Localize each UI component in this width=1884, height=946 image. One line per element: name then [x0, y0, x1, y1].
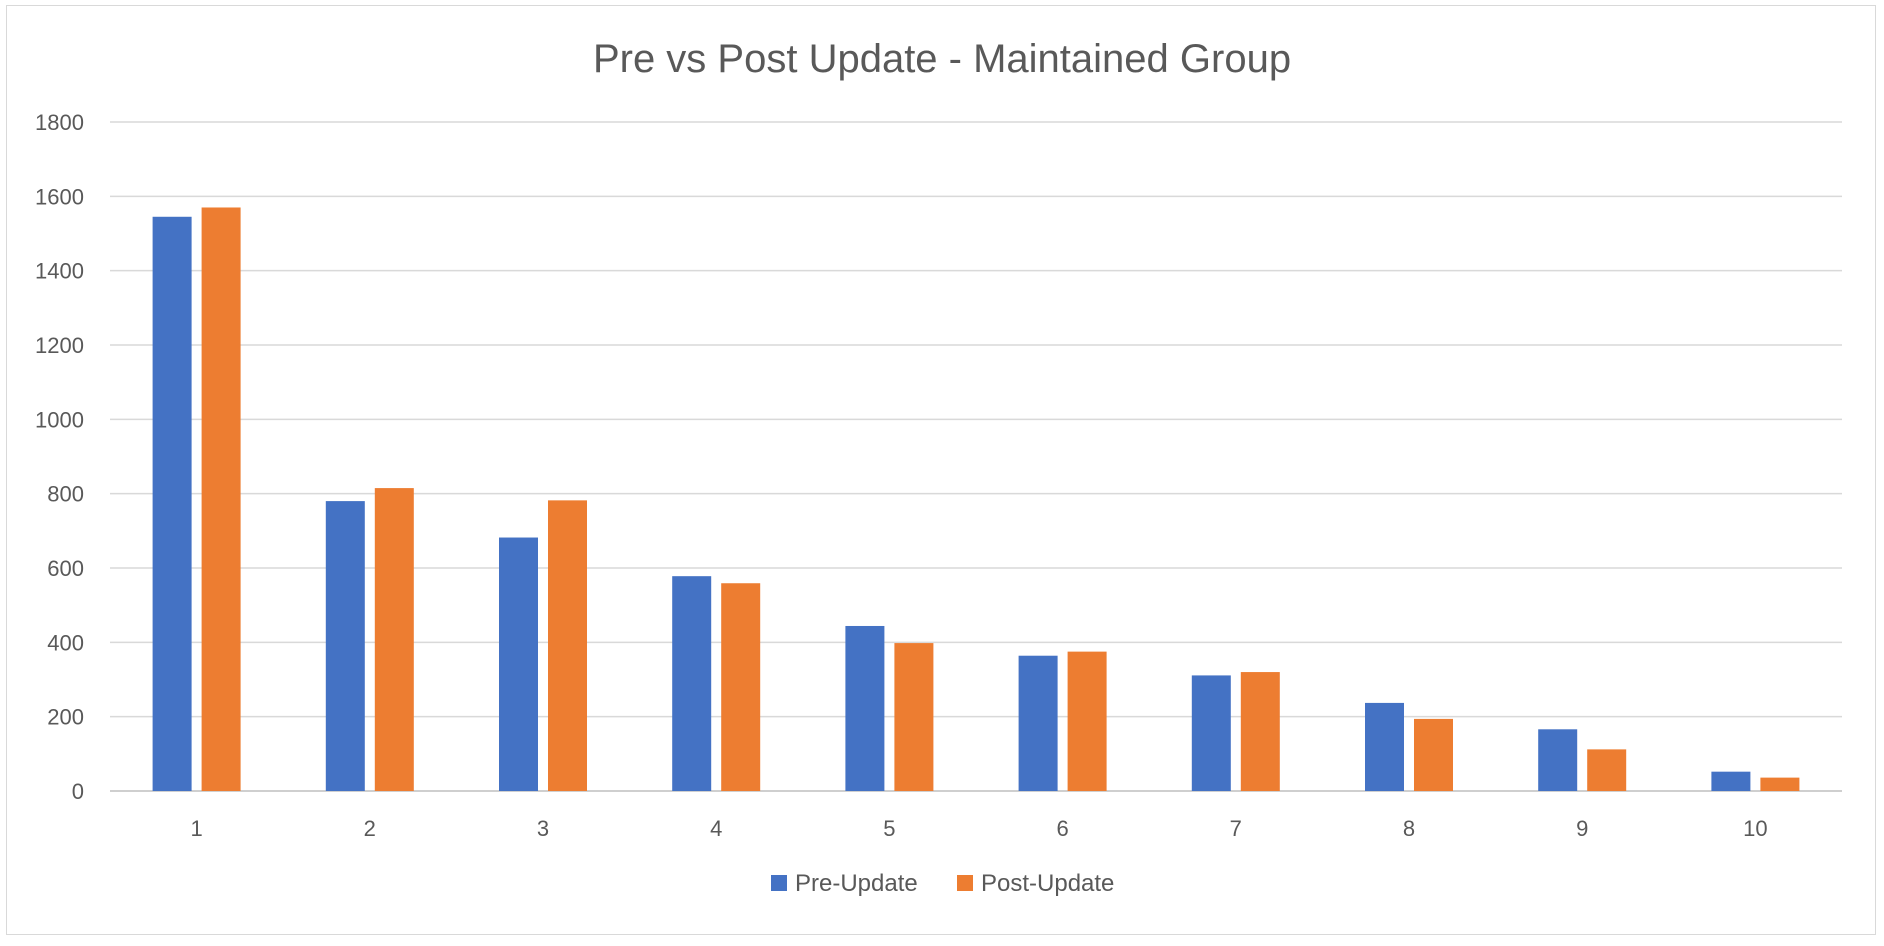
bar-post-update-8: [1414, 718, 1453, 791]
y-tick-label: 1400: [35, 259, 84, 284]
chart-title: Pre vs Post Update - Maintained Group: [593, 37, 1291, 81]
y-tick-label: 600: [47, 556, 84, 581]
gridlines: [110, 121, 1842, 792]
bar-post-update-4: [721, 583, 761, 791]
x-tick-label: 8: [1403, 816, 1415, 841]
bar-pre-update-5: [845, 625, 885, 791]
x-tick-label: 1: [190, 816, 202, 841]
y-tick-label: 1200: [35, 333, 84, 358]
bar-post-update-6: [1067, 651, 1107, 791]
y-tick-label: 200: [47, 705, 84, 730]
bar-pre-update-6: [1018, 655, 1058, 791]
legend: Pre-Update Post-Update: [771, 870, 1114, 897]
x-tick-label: 3: [537, 816, 549, 841]
bar-post-update-9: [1587, 749, 1627, 791]
x-tick-label: 6: [1056, 816, 1068, 841]
legend-swatch-post-update: [957, 875, 973, 891]
bar-pre-update-2: [325, 501, 365, 791]
x-tick-label: 4: [710, 816, 722, 841]
y-axis-ticks: 0 200 400 600 800 1000 1200 1400 1600 1800: [35, 110, 84, 804]
bar-pre-update-8: [1365, 702, 1404, 791]
y-tick-label: 0: [72, 779, 84, 804]
bar-post-update-1: [201, 207, 241, 791]
x-axis-ticks: 1 2 3 4 5 6 7 8 9 10: [190, 816, 1767, 841]
y-tick-label: 1800: [35, 110, 84, 135]
bar-pre-update-1: [152, 216, 192, 791]
x-tick-label: 7: [1230, 816, 1242, 841]
bar-post-update-3: [548, 500, 587, 791]
x-tick-label: 5: [883, 816, 895, 841]
bar-pre-update-9: [1538, 729, 1578, 791]
bar-post-update-2: [374, 488, 414, 791]
bar-pre-update-3: [499, 537, 538, 791]
bar-pre-update-7: [1191, 675, 1231, 791]
y-tick-label: 400: [47, 630, 84, 655]
x-tick-label: 10: [1743, 816, 1767, 841]
bar-pre-update-10: [1711, 771, 1751, 791]
bar-post-update-10: [1760, 777, 1800, 791]
legend-label: Pre-Update: [795, 870, 918, 897]
x-tick-label: 2: [364, 816, 376, 841]
legend-label: Post-Update: [981, 870, 1114, 897]
bar-post-update-5: [894, 643, 934, 791]
bars: [152, 207, 1800, 791]
y-tick-label: 1000: [35, 407, 84, 432]
y-tick-label: 1600: [35, 184, 84, 209]
legend-swatch-pre-update: [771, 875, 787, 891]
y-tick-label: 800: [47, 482, 84, 507]
bar-post-update-7: [1240, 672, 1280, 791]
x-tick-label: 9: [1576, 816, 1588, 841]
bar-pre-update-4: [672, 576, 712, 791]
